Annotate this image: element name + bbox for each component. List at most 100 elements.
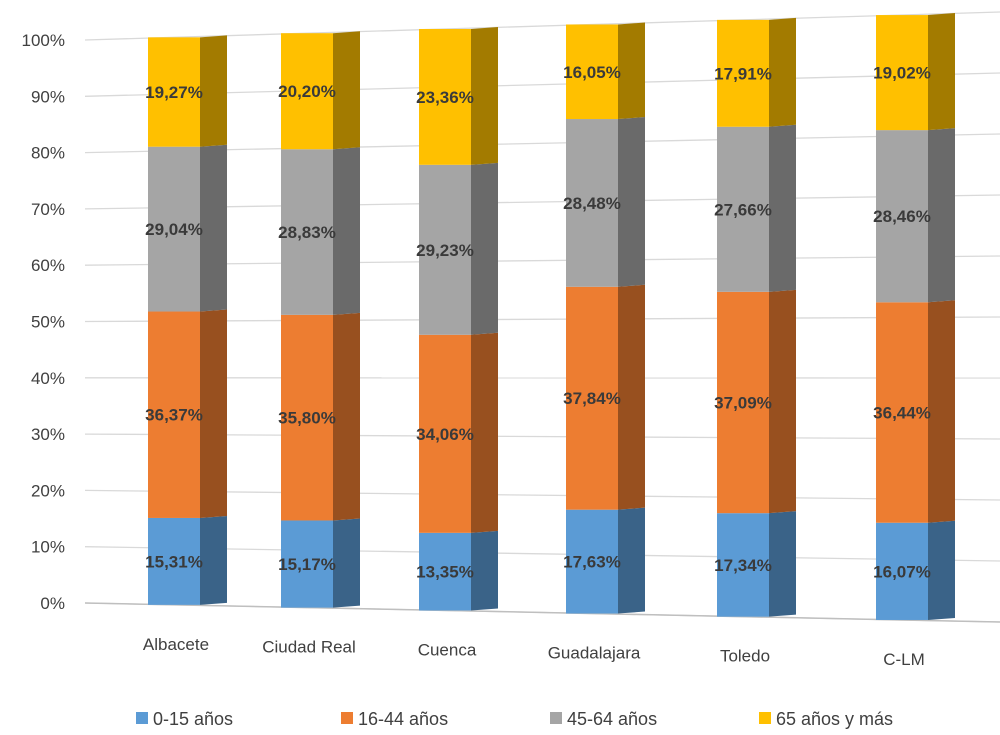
gridline [84,72,1000,97]
bar-segment: 17,34% [714,511,796,617]
bar-segment: 16,07% [873,520,955,620]
y-tick-label: 50% [31,313,65,332]
bars: 15,31% 36,37% 29,04% 19,27% 15,17% 35,80% 28,8… [145,13,955,620]
bar-side [471,332,498,533]
category-label: C-LM [883,650,925,669]
bar-segment: 16,05% [563,22,645,120]
gridline [84,316,1000,323]
data-label: 15,31% [145,552,203,571]
bar-segment: 20,20% [278,31,360,150]
bar-front [876,522,928,620]
data-label: 17,91% [714,64,772,83]
legend-swatch [136,712,148,724]
bar-side [769,511,796,617]
bar-segment: 28,83% [278,147,360,315]
bar-front [419,334,471,533]
bar-front [876,130,928,303]
bar-side [769,289,796,514]
bar-side [928,13,955,131]
y-tick-label: 100% [22,31,65,50]
bar-segment: 35,80% [278,312,360,521]
bar-segment: 28,48% [563,117,645,287]
y-tick-label: 70% [31,200,65,219]
category-axis-labels: Albacete Ciudad Real Cuenca Guadalajara Tole… [143,635,925,669]
y-tick-label: 40% [31,369,65,388]
legend-item: 65 años y más [759,709,893,729]
floor-line [84,602,1000,623]
data-label: 17,63% [563,553,621,572]
bar-segment: 15,31% [145,515,227,605]
bar-front [717,291,769,514]
bar-front [876,15,928,131]
bar-side [200,515,227,605]
legend-label: 65 años y más [776,709,893,729]
gridline [84,11,1000,41]
bar-segment: 36,44% [873,300,955,523]
bar-side [471,26,498,165]
bar-side [200,144,227,312]
data-label: 37,84% [563,389,621,408]
bar-segment: 19,02% [873,13,955,131]
bar-segment: 17,63% [563,507,645,614]
bar-front [717,126,769,292]
gridline [84,433,1000,440]
bar-segment: 37,84% [563,284,645,510]
legend-swatch [759,712,771,724]
y-tick-label: 80% [31,144,65,163]
bar-side [471,530,498,611]
category-label: Ciudad Real [262,638,356,657]
gridline [84,546,1000,562]
y-tick-label: 10% [31,538,65,557]
legend-item: 16-44 años [341,709,448,729]
bar-segment: 37,09% [714,289,796,514]
gridlines [84,11,1000,623]
bar-front [148,146,200,312]
bar-segment: 15,17% [278,518,360,608]
legend-item: 45-64 años [550,709,657,729]
gridline [84,133,1000,154]
bar-front [281,520,333,608]
bar-side [200,35,227,147]
y-tick-label: 20% [31,481,65,500]
data-label: 36,44% [873,404,931,423]
data-label: 13,35% [416,563,474,582]
data-label: 28,83% [278,223,336,242]
data-label: 15,17% [278,555,336,574]
bar-front [281,149,333,315]
bar-segment: 17,91% [714,17,796,127]
bar-segment: 29,23% [416,162,498,335]
bar-side [618,507,645,614]
bar-segment: 36,37% [145,309,227,518]
category-label: Toledo [720,647,770,666]
bar-segment: 23,36% [416,26,498,165]
data-label: 23,36% [416,88,474,107]
bar-front [566,119,618,287]
bar-front [281,33,333,150]
data-label: 28,46% [873,207,931,226]
bar-front [717,19,769,127]
y-tick-label: 30% [31,425,65,444]
data-label: 34,06% [416,425,474,444]
data-label: 17,34% [714,556,772,575]
bar-front [419,28,471,165]
legend-swatch [341,712,353,724]
y-tick-label: 60% [31,256,65,275]
bar-side [333,518,360,608]
bar-front [281,314,333,521]
gridline [84,489,1000,501]
bar-side [769,17,796,127]
bar-front [566,509,618,614]
y-tick-label: 0% [40,594,65,613]
data-label: 29,04% [145,220,203,239]
category-label: Guadalajara [548,644,641,663]
data-label: 16,07% [873,562,931,581]
bar-front [148,37,200,147]
y-axis-tick-labels: 0% 10% 20% 30% 40% 50% 60% 70% 80% 90% 100% [22,31,65,613]
data-label: 16,05% [563,63,621,82]
bar-segment: 19,27% [145,35,227,147]
bar-side [928,128,955,303]
bar-side [928,300,955,523]
legend-swatch [550,712,562,724]
bar-front [419,164,471,335]
